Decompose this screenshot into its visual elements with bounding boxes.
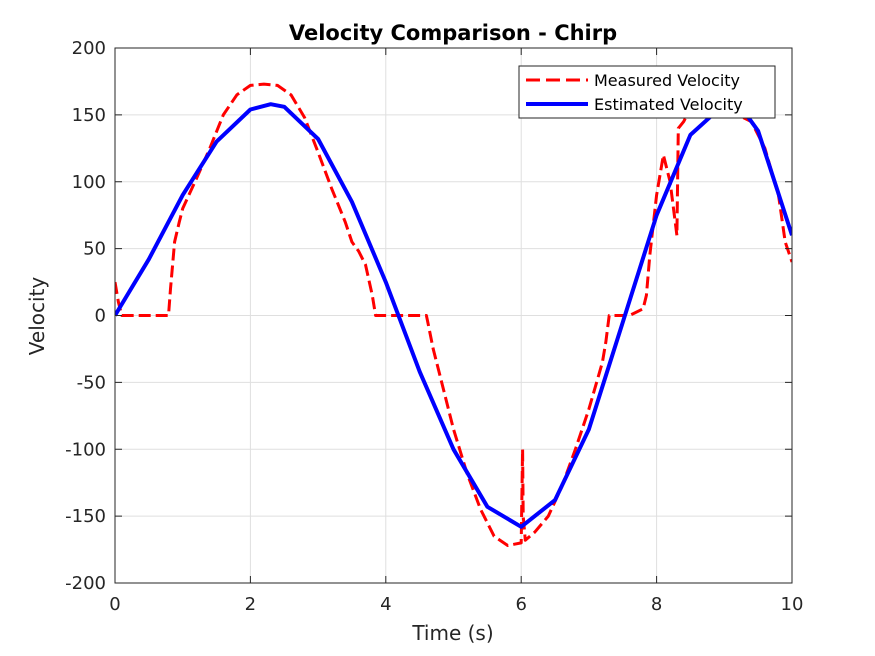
x-tick-label: 6	[515, 594, 526, 615]
series-line-estimated-velocity	[115, 102, 792, 529]
y-tick-label: -50	[77, 372, 106, 393]
x-tick-label: 4	[380, 594, 391, 615]
legend-label-measured: Measured Velocity	[594, 71, 740, 90]
y-tick-label: -150	[65, 506, 106, 527]
y-tick-label: 150	[72, 105, 106, 126]
chart-title: Velocity Comparison - Chirp	[289, 21, 617, 45]
legend-label-estimated: Estimated Velocity	[594, 95, 743, 114]
y-tick-label: 50	[83, 239, 106, 260]
legend: Measured Velocity Estimated Velocity	[518, 65, 776, 119]
y-tick-label: 0	[95, 306, 106, 327]
y-tick-label: -200	[65, 573, 106, 594]
legend-box	[518, 65, 776, 119]
x-tick-label: 0	[109, 594, 120, 615]
x-axis-label: Time (s)	[411, 621, 493, 645]
y-axis-label: Velocity	[25, 277, 49, 356]
data-layer	[115, 82, 792, 547]
x-tick-label: 2	[245, 594, 256, 615]
series-line-measured-velocity	[115, 82, 792, 547]
x-tick-label: 10	[781, 594, 804, 615]
y-tick-label: 200	[72, 38, 106, 59]
y-tick-label: 100	[72, 172, 106, 193]
x-tick-label: 8	[651, 594, 662, 615]
ticks: 0 2 4 6 8 10 -200 -150 -100 -50 0 50 100 150 200	[65, 38, 803, 615]
y-tick-label: -100	[65, 439, 106, 460]
